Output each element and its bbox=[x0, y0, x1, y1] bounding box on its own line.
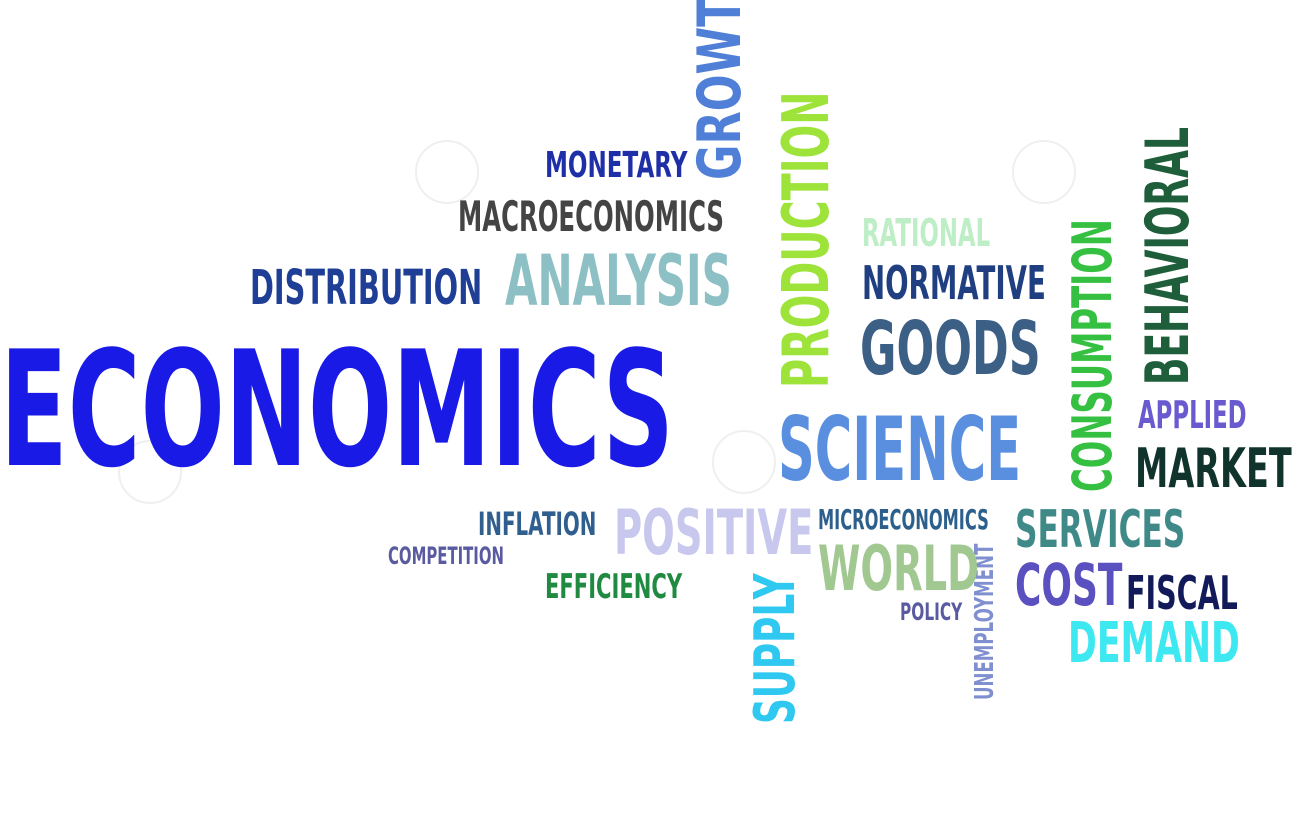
word-microeconomics: MICROECONOMICS bbox=[818, 503, 989, 536]
word-production: PRODUCTION bbox=[770, 91, 844, 388]
word-supply: SUPPLY bbox=[743, 573, 808, 724]
word-efficiency: EFFICIENCY bbox=[545, 567, 683, 607]
word-normative: NORMATIVE bbox=[862, 256, 1046, 310]
watermark-circle-icon bbox=[1012, 140, 1076, 204]
word-applied: APPLIED bbox=[1138, 393, 1247, 437]
watermark-circle-icon bbox=[712, 430, 776, 494]
word-services: SERVICES bbox=[1015, 500, 1186, 560]
word-growth: GROWTH bbox=[685, 0, 755, 180]
word-world: WORLD bbox=[818, 532, 980, 605]
word-demand: DEMAND bbox=[1068, 611, 1240, 676]
word-macroeconomics: MACROECONOMICS bbox=[458, 192, 724, 241]
word-rational: RATIONAL bbox=[862, 211, 991, 255]
watermark-circle-icon bbox=[415, 140, 479, 204]
watermark-circle-icon bbox=[118, 440, 182, 504]
word-market: MARKET bbox=[1135, 437, 1292, 500]
word-policy: POLICY bbox=[900, 598, 963, 626]
word-science: SCIENCE bbox=[778, 398, 1022, 501]
word-positive: POSITIVE bbox=[614, 496, 814, 569]
word-cost: COST bbox=[1015, 551, 1123, 619]
word-fiscal: FISCAL bbox=[1126, 566, 1238, 620]
word-competition: COMPETITION bbox=[388, 542, 504, 570]
word-monetary: MONETARY bbox=[545, 145, 688, 186]
word-economics: ECONOMICS bbox=[0, 316, 674, 503]
word-inflation: INFLATION bbox=[478, 505, 597, 543]
word-behavioral: BEHAVIORAL bbox=[1133, 127, 1203, 386]
word-consumption: CONSUMPTION bbox=[1061, 219, 1124, 492]
word-distribution: DISTRIBUTION bbox=[250, 260, 483, 316]
word-goods: GOODS bbox=[860, 306, 1041, 392]
word-analysis: ANALYSIS bbox=[505, 240, 732, 322]
